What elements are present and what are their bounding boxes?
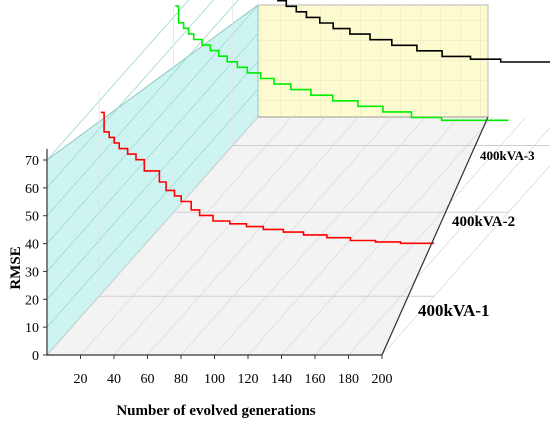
- y-tick-label: 0: [32, 349, 39, 364]
- floor-gridline: [314, 116, 527, 356]
- series-line-3: [277, 0, 550, 63]
- floor-gridline: [180, 116, 393, 356]
- y-tick-label: 70: [25, 154, 39, 169]
- series-line-2: [175, 5, 509, 122]
- y-tick-label: 10: [25, 321, 39, 336]
- y-tick-label: 60: [25, 182, 39, 197]
- floor-gridline: [381, 164, 550, 356]
- wall-gridline: [46, 61, 259, 300]
- floor-gridline: [113, 116, 326, 356]
- y-axis-title: RMSE: [8, 246, 24, 289]
- floor-gridline: [348, 127, 550, 356]
- x-tick-label: 100: [204, 372, 225, 387]
- y-tick-label: 40: [25, 238, 39, 253]
- floor-gridline: [214, 116, 426, 356]
- floor-gridline: [247, 116, 460, 356]
- wall-grid: [46, 0, 259, 356]
- x-tick-label: 120: [238, 372, 259, 387]
- y-tick-label: 30: [25, 265, 39, 280]
- x-tick-label: 180: [338, 372, 359, 387]
- x-tick-label: 140: [271, 372, 292, 387]
- x-tick-label: 200: [372, 372, 393, 387]
- x-tick-label: 80: [174, 372, 188, 387]
- x-tick-label: 60: [141, 372, 155, 387]
- series-layer: [100, 0, 550, 245]
- y-axis: 0 10 20 30 40 50 60 70: [25, 148, 48, 364]
- floor-gridline: [46, 116, 259, 356]
- wall-gridline: [46, 88, 259, 328]
- series-label-1: 400kVA-1: [418, 301, 489, 320]
- depth-axis-line: [381, 116, 489, 356]
- x-axis: 20 40 60 80 100 120 140 160 180 200: [47, 354, 393, 387]
- x-tick-label: 40: [107, 372, 121, 387]
- back-wall-grid: [258, 5, 488, 117]
- wall-gridline: [46, 0, 215, 189]
- wall-gridline: [46, 5, 259, 244]
- x-tick-label: 160: [305, 372, 326, 387]
- series-label-3: 400kVA-3: [480, 148, 535, 163]
- floor-gridline: [80, 116, 292, 356]
- x-axis-title: Number of evolved generations: [116, 403, 315, 419]
- wall-gridline: [46, 0, 190, 161]
- wall-gridline: [46, 0, 239, 216]
- series-label-2: 400kVA-2: [452, 214, 515, 230]
- y-tick-label: 50: [25, 210, 39, 225]
- x-tick-label: 20: [74, 372, 88, 387]
- wall-gridline: [46, 33, 259, 272]
- floor-lanes: [46, 0, 550, 356]
- series-line-1: [100, 111, 435, 245]
- y-tick-label: 20: [25, 293, 39, 308]
- floor-gridline: [281, 116, 493, 356]
- floor-gridline: [147, 116, 359, 356]
